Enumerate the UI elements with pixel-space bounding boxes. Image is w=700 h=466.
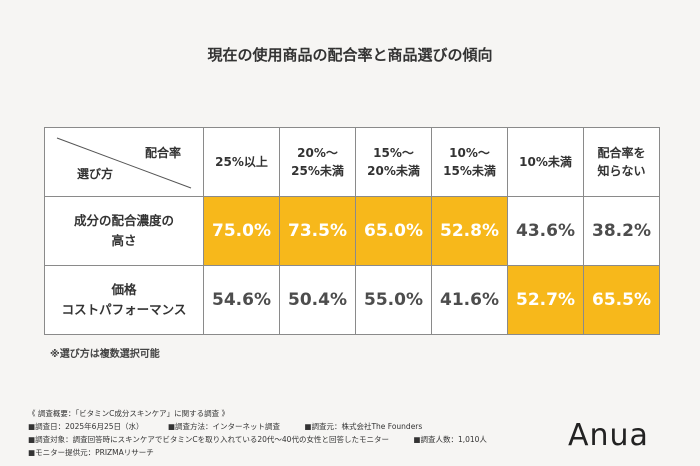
value-cell: 38.2%	[583, 196, 660, 266]
value-cell: 73.5%	[279, 196, 356, 266]
value-cell: 50.4%	[279, 265, 356, 335]
survey-org: ■調査元：株式会社The Founders	[304, 422, 423, 431]
footnote: ※選び方は複数選択可能	[50, 349, 160, 360]
survey-heading: 《 調査概要：「ビタミンC成分スキンケア」に関する調査 》	[28, 409, 230, 418]
brand-logo: Anua	[568, 418, 649, 453]
col-header: 25%以上	[203, 127, 280, 197]
row-label: 価格 コストパフォーマンス	[44, 265, 204, 335]
row-label: 成分の配合濃度の 高さ	[44, 196, 204, 266]
value-cell: 65.5%	[583, 265, 660, 335]
survey-method: ■調査方法：インターネット調査	[167, 422, 280, 431]
table-row: 価格 コストパフォーマンス 54.6% 50.4% 55.0% 41.6% 52.…	[44, 265, 660, 335]
value-cell: 43.6%	[507, 196, 584, 266]
value-cell: 55.0%	[355, 265, 432, 335]
value-cell: 65.0%	[355, 196, 432, 266]
value-cell: 52.8%	[431, 196, 508, 266]
col-header: 15%～ 20%未満	[355, 127, 432, 197]
table-row: 成分の配合濃度の 高さ 75.0% 73.5% 65.0% 52.8% 43.6%…	[44, 196, 660, 266]
page-title: 現在の使用商品の配合率と商品選びの傾向	[207, 46, 493, 64]
col-header: 10%～ 15%未満	[431, 127, 508, 197]
survey-date: ■調査日：2025年6月25日（水）	[28, 422, 144, 431]
corner-cell: 配合率 選び方	[44, 127, 204, 197]
diagonal-divider	[56, 137, 192, 189]
value-cell: 52.7%	[507, 265, 584, 335]
survey-summary: 《 調査概要：「ビタミンC成分スキンケア」に関する調査 》 ■調査日：2025年…	[28, 407, 509, 459]
value-cell: 75.0%	[203, 196, 280, 266]
col-header: 配合率を 知らない	[583, 127, 660, 197]
survey-count: ■調査人数：1,010人	[413, 435, 487, 444]
survey-line: ■調査対象：調査回答時にスキンケアでビタミンCを取り入れている20代〜40代の女…	[28, 433, 509, 446]
survey-provider: ■モニター提供元：PRIZMAリサーチ	[28, 448, 154, 457]
corner-label-rate: 配合率	[144, 146, 181, 160]
header-row: 配合率 選び方 25%以上 20%～ 25%未満 15%～ 20%未満 10%～ 15…	[44, 127, 660, 197]
value-cell: 54.6%	[203, 265, 280, 335]
corner-label-choice: 選び方	[77, 167, 114, 181]
survey-line: ■調査日：2025年6月25日（水） ■調査方法：インターネット調査 ■調査元：…	[28, 420, 509, 433]
survey-target: ■調査対象：調査回答時にスキンケアでビタミンCを取り入れている20代〜40代の女…	[28, 435, 389, 444]
value-cell: 41.6%	[431, 265, 508, 335]
col-header: 20%～ 25%未満	[279, 127, 356, 197]
col-header: 10%未満	[507, 127, 584, 197]
comparison-table: 配合率 選び方 25%以上 20%～ 25%未満 15%～ 20%未満 10%～ 15…	[44, 127, 660, 335]
